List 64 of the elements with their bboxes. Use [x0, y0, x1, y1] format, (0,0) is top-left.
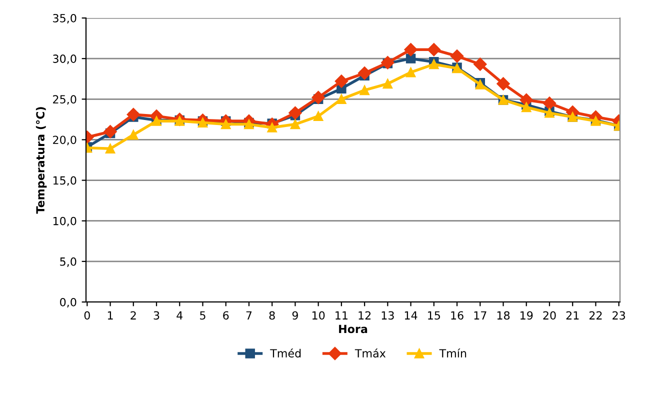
legend-label: Tmín [439, 348, 466, 358]
point [105, 144, 116, 154]
point [104, 125, 117, 138]
point [474, 58, 487, 71]
x-tick-label: 5 [200, 311, 206, 320]
x-tick-label: 21 [566, 311, 579, 320]
x-tick-label: 12 [358, 311, 371, 320]
x-tick-label: 13 [382, 311, 394, 320]
x-tick-label: 23 [612, 311, 626, 320]
point [288, 106, 302, 120]
point [542, 96, 556, 110]
legend-label: Tméd [270, 348, 301, 358]
point [522, 102, 532, 112]
point [381, 56, 394, 70]
y-tick-label: 30,0 [53, 54, 76, 64]
point [520, 93, 533, 107]
point [313, 111, 324, 122]
point [358, 66, 372, 80]
x-tick-label: 4 [176, 311, 183, 320]
x-tick-label: 3 [154, 311, 160, 320]
y-tick-label: 20,0 [53, 136, 76, 146]
point [404, 43, 418, 56]
x-tick-label: 7 [246, 311, 252, 320]
x-tick-label: 8 [269, 311, 275, 320]
point [126, 108, 140, 122]
point [336, 94, 346, 104]
point [334, 74, 348, 88]
x-tick-label: 17 [474, 311, 486, 320]
x-tick-label: 6 [223, 311, 229, 320]
x-tick-label: 11 [336, 311, 348, 320]
x-tick-label: 20 [543, 311, 556, 320]
x-tick-label: 18 [497, 311, 510, 320]
x-tick-label: 19 [520, 311, 533, 320]
point [496, 77, 510, 90]
y-axis-title: Temperatura (°C) [36, 107, 47, 214]
x-tick-label: 9 [292, 311, 298, 320]
y-tick-label: 15,0 [53, 176, 76, 186]
point [360, 85, 370, 96]
point [267, 122, 277, 132]
x-tick-label: 10 [312, 311, 325, 320]
point [406, 54, 416, 64]
x-tick-label: 14 [404, 311, 418, 320]
point [312, 90, 325, 104]
legend-label: Tmáx [354, 348, 386, 358]
point [220, 119, 231, 130]
point [128, 130, 138, 140]
x-tick-label: 22 [589, 311, 602, 320]
point [429, 59, 439, 70]
x-tick-label: 1 [108, 311, 113, 320]
y-tick-label: 0,0 [60, 298, 76, 308]
x-tick-label: 15 [428, 311, 440, 320]
y-tick-label: 35,0 [53, 14, 76, 24]
x-tick-label: 16 [451, 311, 464, 320]
point [290, 119, 300, 130]
point [382, 78, 393, 89]
y-tick-label: 25,0 [53, 95, 76, 105]
x-tick-label: 2 [130, 311, 136, 320]
point [406, 68, 416, 78]
x-axis-title: Hora [339, 324, 368, 334]
y-tick-label: 5,0 [60, 257, 76, 267]
x-tick-label: 0 [84, 311, 90, 320]
point [450, 50, 464, 63]
y-tick-label: 10,0 [53, 216, 76, 226]
point [427, 43, 440, 56]
